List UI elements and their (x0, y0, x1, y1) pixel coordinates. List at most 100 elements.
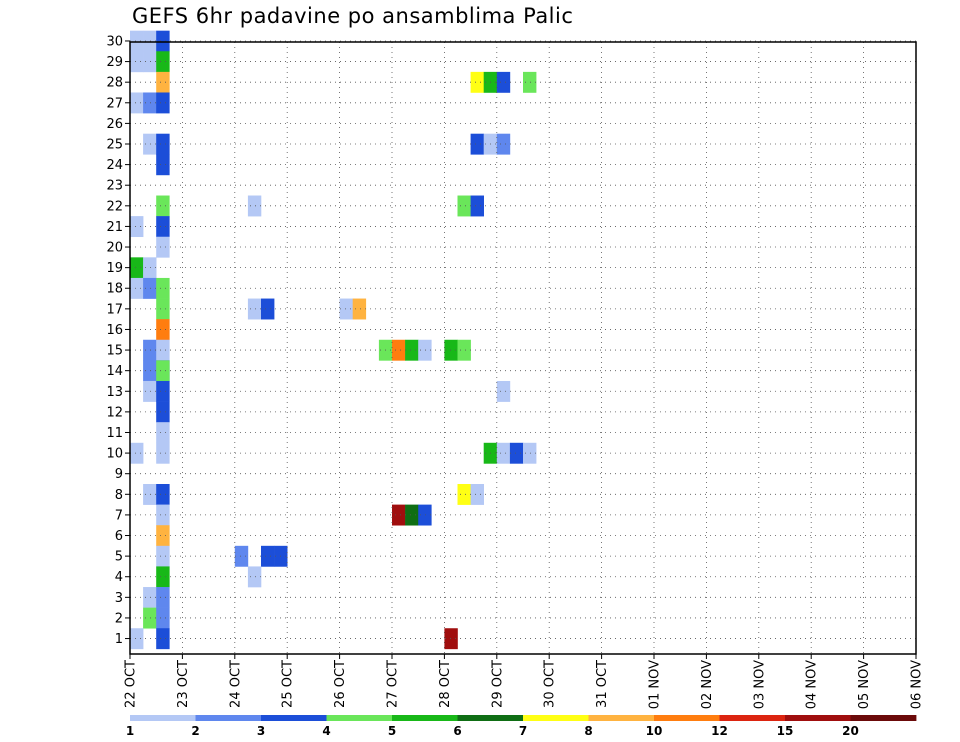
y-tick-label: 7 (115, 508, 123, 523)
heat-cell (143, 277, 157, 299)
y-tick-label: 3 (115, 591, 123, 606)
x-tick-label: 27 OCT (386, 660, 401, 708)
y-tick-label: 16 (106, 323, 123, 338)
x-tick-label: 25 OCT (281, 660, 296, 708)
colorbar-swatch (588, 715, 655, 721)
heat-cell (156, 545, 170, 567)
colorbar-label: 8 (584, 724, 592, 738)
heat-cell (509, 442, 524, 464)
heat-cell (247, 566, 262, 588)
heat-cell (457, 339, 471, 361)
heat-cell (444, 339, 458, 361)
x-tick-label: 03 NOV (752, 660, 767, 709)
heat-cell (156, 607, 170, 629)
heat-cell (143, 92, 157, 114)
heat-cell (156, 566, 170, 588)
heat-cell (156, 133, 170, 155)
heat-cell (496, 133, 511, 155)
heat-cell (156, 30, 170, 52)
heat-cell (143, 30, 157, 52)
colorbar-swatch (261, 715, 327, 721)
heat-cell (156, 525, 170, 547)
heat-cell (143, 380, 157, 402)
heat-cell (405, 504, 419, 526)
plot-frame (129, 41, 917, 655)
heat-cell (156, 504, 170, 526)
colorbar-swatch (326, 715, 393, 721)
heat-cell (156, 277, 170, 299)
y-tick-label: 13 (106, 385, 123, 400)
x-tick-label: 22 OCT (124, 660, 139, 708)
heat-cell (130, 628, 144, 650)
y-tick-label: 26 (106, 117, 123, 132)
x-tick-label: 24 OCT (228, 660, 243, 708)
y-tick-label: 10 (106, 447, 123, 462)
colorbar: 1 2 3 4 5 6 7 8 10 12 15 20 (126, 715, 917, 738)
colorbar-label: 4 (322, 724, 330, 738)
x-tick-label: 26 OCT (333, 660, 348, 708)
heat-cell (130, 257, 144, 279)
heat-cell (352, 298, 367, 320)
heat-cell (156, 51, 170, 73)
heat-cell (418, 504, 432, 526)
heat-cell (392, 504, 406, 526)
heat-cell (143, 360, 157, 382)
x-tick-label: 02 NOV (700, 660, 715, 709)
heat-cell (457, 195, 471, 217)
colorbar-label: 7 (519, 724, 527, 738)
y-tick-label: 11 (106, 426, 123, 441)
heat-cell (143, 133, 157, 155)
heat-cell (156, 380, 170, 402)
y-tick-label: 8 (115, 488, 123, 503)
heat-cell (156, 319, 170, 341)
heat-cell (156, 360, 170, 382)
heat-cell (234, 545, 249, 567)
x-axis: 22 OCT 23 OCT 24 OCT 25 OCT 26 OCT 27 OCT 28 O… (124, 654, 925, 709)
heat-cell (143, 587, 157, 608)
x-tick-label: 29 OCT (490, 660, 505, 708)
y-tick-label: 12 (106, 405, 123, 420)
colorbar-swatch (719, 715, 786, 721)
heat-cell (143, 51, 157, 73)
heat-cell (470, 71, 484, 93)
x-tick-label: 05 NOV (857, 660, 872, 709)
colorbar-label: 20 (842, 724, 859, 738)
heat-cell (470, 133, 484, 155)
colorbar-swatch (654, 715, 720, 721)
y-tick-label: 25 (106, 138, 123, 153)
y-tick-label: 30 (106, 34, 123, 49)
heat-cell (143, 607, 157, 629)
heat-cell (130, 51, 144, 73)
y-tick-label: 14 (106, 364, 123, 379)
colorbar-label: 1 (126, 724, 134, 738)
y-tick-label: 17 (106, 302, 123, 317)
heat-cell (156, 628, 170, 650)
heat-cell (339, 298, 353, 320)
y-tick-label: 29 (106, 55, 123, 70)
heat-cell (156, 71, 170, 93)
heat-cell (418, 339, 432, 361)
y-tick-label: 19 (106, 261, 123, 276)
heat-cell (496, 380, 511, 402)
y-tick-label: 18 (106, 282, 123, 297)
y-tick-label: 15 (106, 344, 123, 359)
x-tick-label: 31 OCT (595, 660, 610, 708)
colorbar-swatch (195, 715, 262, 721)
heat-cell (156, 298, 170, 320)
heat-cell (523, 71, 537, 93)
y-tick-label: 4 (115, 570, 123, 585)
y-tick-label: 22 (106, 199, 123, 214)
heat-cell (496, 442, 511, 464)
y-tick-label: 24 (106, 158, 123, 173)
heat-cell (156, 92, 170, 114)
y-tick-label: 21 (106, 220, 123, 235)
grid-layer (129, 40, 917, 654)
y-tick-label: 23 (106, 179, 123, 194)
heat-cell (156, 154, 170, 176)
x-tick-label: 01 NOV (648, 660, 663, 709)
heat-cell (405, 339, 419, 361)
heat-cell (156, 216, 170, 238)
y-tick-label: 28 (106, 76, 123, 91)
heat-cell (156, 484, 170, 505)
